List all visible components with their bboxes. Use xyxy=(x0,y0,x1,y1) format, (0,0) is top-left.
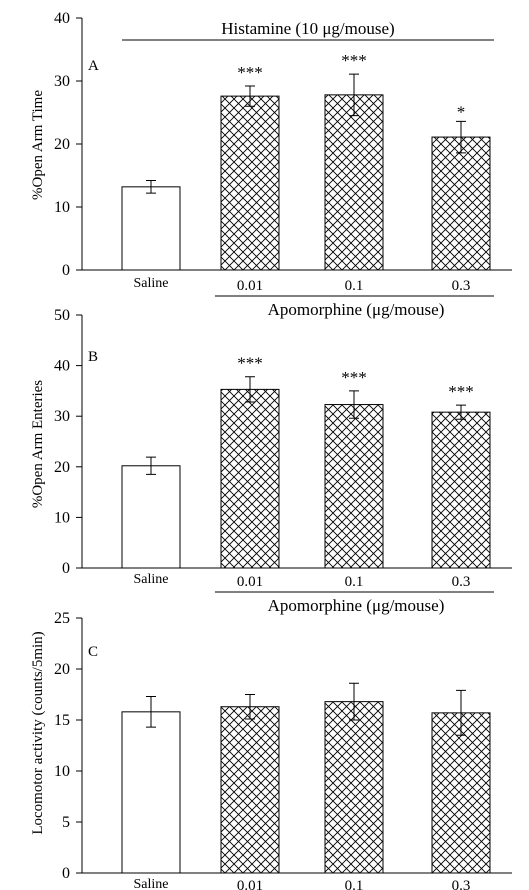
panel-b-x-tick-0-3: 0.3 xyxy=(452,574,471,590)
panel-b-bars xyxy=(121,388,491,569)
panel-a: Histamine (10 μg/mouse) A %Open Arm Time… xyxy=(30,10,512,319)
panel-c-x-tick-0-01: 0.01 xyxy=(237,878,263,890)
panel-a-header: Histamine (10 μg/mouse) xyxy=(221,19,394,38)
panel-b-significance: *** *** *** xyxy=(237,354,474,401)
panel-b-x-tick-0-01: 0.01 xyxy=(237,574,263,590)
panel-a-x-tick-0-1: 0.1 xyxy=(345,278,364,294)
panel-a-error-bars xyxy=(146,73,466,194)
panel-a-y-tick-label-1: 10 xyxy=(54,199,70,216)
panel-c-bar-0-3 xyxy=(431,712,491,874)
panel-b-y-axis-label: %Open Arm Enteries xyxy=(30,380,46,508)
panel-c-x-tick-0-3: 0.3 xyxy=(452,878,471,890)
panel-c-error-bar-0-01 xyxy=(245,694,255,720)
panel-b-bar-0-01 xyxy=(220,388,280,569)
panel-a-y-axis-label: %Open Arm Time xyxy=(30,90,46,200)
panel-b-label: B xyxy=(88,349,98,365)
panel-a-bars xyxy=(121,94,491,271)
panel-c-y-tick-label-1: 5 xyxy=(62,814,70,831)
panel-a-label: A xyxy=(88,58,99,74)
panel-c-bar-saline xyxy=(121,711,181,874)
panel-c: C Locomotor activity (counts/5min) 0 5 1… xyxy=(30,610,512,890)
panel-c-error-bar-0-3 xyxy=(456,689,466,736)
panel-b-group-label: Apomorphine (μg/mouse) xyxy=(268,596,445,615)
panel-c-y-tick-label-5: 25 xyxy=(54,610,70,627)
panel-b-error-bar-0-01 xyxy=(245,376,255,403)
panel-b-y-tick-label-1: 10 xyxy=(54,509,70,526)
panel-b-bar-saline xyxy=(121,465,181,569)
panel-b-x-tick-0-1: 0.1 xyxy=(345,574,364,590)
panel-b-bar-0-1 xyxy=(324,404,384,569)
panel-c-y-ticks: 0 5 10 15 20 25 xyxy=(54,610,82,882)
panel-b-error-bar-0-1 xyxy=(349,390,359,419)
panel-a-y-tick-label-3: 30 xyxy=(54,73,70,90)
panel-b-error-bar-0-3 xyxy=(456,404,466,420)
panel-c-x-tick-saline: Saline xyxy=(134,877,169,890)
panel-c-y-axis-label: Locomotor activity (counts/5min) xyxy=(30,631,46,834)
panel-b-y-tick-label-0: 0 xyxy=(62,560,70,577)
panel-a-significance: *** *** * xyxy=(237,51,465,121)
panel-c-label: C xyxy=(88,644,98,660)
panel-a-error-bar-0-01 xyxy=(245,85,255,107)
panel-a-bar-saline xyxy=(121,186,181,271)
panel-c-bars xyxy=(121,701,491,874)
panel-b-error-bar-saline xyxy=(146,456,156,475)
panel-a-bar-0-1 xyxy=(324,94,384,271)
panel-a-y-tick-label-2: 20 xyxy=(54,136,70,153)
panel-b-significance-0-3: *** xyxy=(448,382,474,401)
panel-a-x-tick-saline: Saline xyxy=(134,276,169,291)
panel-b-significance-0-01: *** xyxy=(237,354,263,373)
panel-c-error-bars xyxy=(146,682,466,736)
panel-c-bar-0-1 xyxy=(324,701,384,874)
panel-a-x-tick-0-01: 0.01 xyxy=(237,278,263,294)
panel-b-y-tick-label-2: 20 xyxy=(54,459,70,476)
panel-b-error-bars xyxy=(146,376,466,475)
panel-b-y-tick-label-3: 30 xyxy=(54,408,70,425)
panel-a-error-bar-0-3 xyxy=(456,120,466,154)
panel-b-y-tick-label-5: 50 xyxy=(54,307,70,324)
panel-a-bar-0-3 xyxy=(431,136,491,271)
panel-b-y-tick-label-4: 40 xyxy=(54,358,70,375)
panel-a-significance-0-1: *** xyxy=(341,51,367,70)
panel-c-y-tick-label-2: 10 xyxy=(54,763,70,780)
panel-c-y-tick-label-3: 15 xyxy=(54,712,70,729)
panel-b-bar-0-3 xyxy=(431,411,491,569)
panel-c-y-tick-label-4: 20 xyxy=(54,661,70,678)
panel-a-x-tick-0-3: 0.3 xyxy=(452,278,471,294)
panel-c-y-tick-label-0: 0 xyxy=(62,865,70,882)
panel-c-error-bar-saline xyxy=(146,696,156,728)
panel-a-significance-0-01: *** xyxy=(237,63,263,82)
panel-a-significance-0-3: * xyxy=(457,102,466,121)
panel-a-bar-0-01 xyxy=(220,95,280,271)
panel-a-group-label: Apomorphine (μg/mouse) xyxy=(268,300,445,319)
panel-a-error-bar-0-1 xyxy=(349,73,359,117)
panel-c-x-tick-0-1: 0.1 xyxy=(345,878,364,890)
panel-a-y-tick-label-4: 40 xyxy=(54,10,70,27)
panel-a-y-tick-label-0: 0 xyxy=(62,262,70,279)
panel-b-x-tick-saline: Saline xyxy=(134,572,169,587)
panel-b-y-ticks: 0 10 20 30 40 50 xyxy=(54,307,82,577)
panel-c-error-bar-0-1 xyxy=(349,682,359,721)
panel-b: B %Open Arm Enteries 0 10 20 30 40 50 xyxy=(30,307,512,615)
panel-a-error-bar-saline xyxy=(146,180,156,194)
panel-c-bar-0-01 xyxy=(220,706,280,874)
panel-b-significance-0-1: *** xyxy=(341,368,367,387)
panel-a-y-ticks: 0 10 20 30 40 xyxy=(54,10,82,279)
